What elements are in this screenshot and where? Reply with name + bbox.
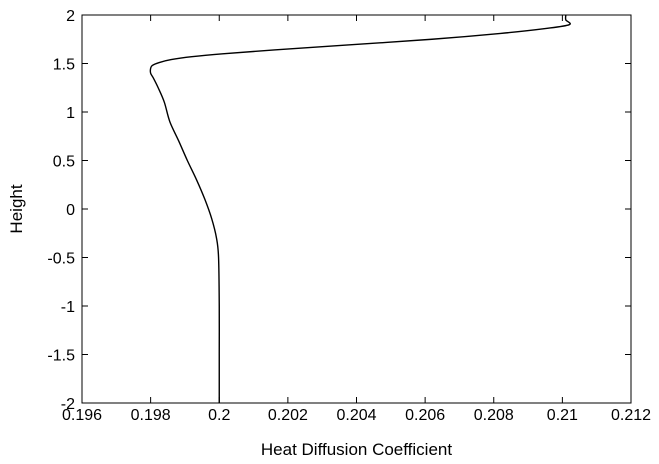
y-tick-label: 1.5 (53, 57, 75, 74)
x-tick-label: 0.202 (268, 407, 308, 424)
x-tick-label: 0.212 (611, 407, 651, 424)
x-tick-label: 0.208 (474, 407, 514, 424)
y-tick-label: 2 (66, 8, 75, 25)
y-tick-label: -1 (61, 299, 75, 316)
x-tick-label: 0.206 (405, 407, 445, 424)
x-tick-label: 0.204 (336, 407, 376, 424)
y-axis-label: Height (7, 184, 26, 233)
series-line (149, 14, 571, 404)
x-tick-label: 0.21 (547, 407, 578, 424)
y-tick-label: -2 (61, 396, 75, 413)
y-tick-label: 0.5 (53, 154, 75, 171)
plot-area (81, 14, 632, 404)
y-tick-label: -1.5 (47, 348, 75, 365)
axis-ticks (81, 14, 632, 404)
y-tick-label: 0 (66, 202, 75, 219)
x-tick-label: 0.196 (62, 407, 102, 424)
y-tick-label: -0.5 (47, 251, 75, 268)
y-tick-label: 1 (66, 105, 75, 122)
x-tick-label: 0.2 (208, 407, 230, 424)
x-tick-labels: 0.196 0.198 0.2 0.202 0.204 0.206 0.208 0.21 0.2… (62, 407, 651, 424)
x-tick-label: 0.198 (131, 407, 171, 424)
y-tick-labels: 2 1.5 1 0.5 0 -0.5 -1 -1.5 -2 (47, 8, 75, 413)
x-axis-label: Heat Diffusion Coefficient (261, 440, 452, 459)
